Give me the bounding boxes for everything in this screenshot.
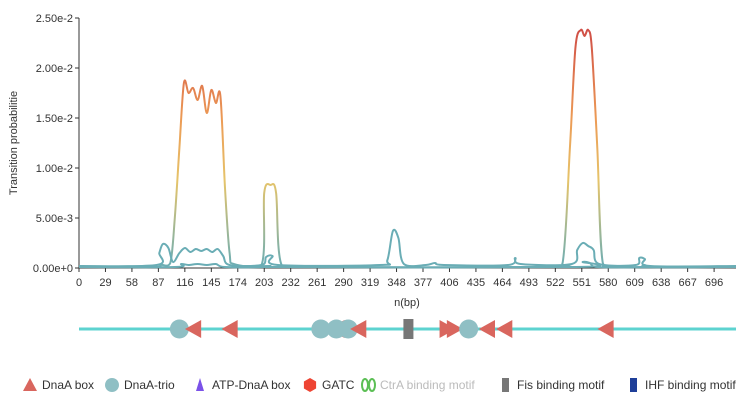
x-tick-label: 58: [126, 277, 138, 289]
legend-symbol-rect: [502, 378, 509, 392]
dnaa-trio-marker: [326, 319, 346, 339]
legend-item-atp-dnaa-box[interactable]: ATP-DnaA box: [196, 378, 290, 392]
x-tick-label: 551: [573, 277, 591, 289]
y-tick-label: 1.50e-2: [36, 113, 73, 125]
dnaa-box-marker: [597, 320, 614, 338]
x-axis-title: n(bp): [394, 297, 420, 309]
x-tick-label: 580: [599, 277, 617, 289]
sequence-track: [79, 319, 736, 339]
dnaa-trio-marker: [459, 319, 479, 339]
legend-item-gatc[interactable]: GATC: [303, 378, 355, 392]
x-tick-label: 0: [76, 277, 82, 289]
x-tick-label: 116: [176, 277, 194, 289]
x-tick-label: 87: [152, 277, 164, 289]
legend-symbol-triangle: [23, 378, 37, 391]
legend-item-ihf-binding-motif[interactable]: IHF binding motif: [630, 378, 736, 392]
y-axis-title: Transition probabilitie: [8, 91, 20, 195]
legend-label: IHF binding motif: [645, 378, 736, 392]
x-tick-label: 203: [255, 277, 273, 289]
dnaa-box-marker: [221, 320, 238, 338]
y-tick-label: 2.00e-2: [36, 63, 73, 75]
legend-symbol-triangle-small: [196, 378, 204, 391]
legend-symbol-double-leaf: [368, 378, 376, 392]
x-tick-label: 29: [99, 277, 111, 289]
x-tick-label: 609: [626, 277, 644, 289]
legend-symbol-hexagon: [303, 378, 317, 392]
x-tick-label: 232: [282, 277, 300, 289]
series-line-3: [78, 260, 737, 269]
x-tick-label: 493: [520, 277, 538, 289]
x-tick-label: 435: [467, 277, 485, 289]
fis-binding-marker: [403, 319, 414, 339]
legend-item-dnaa-trio[interactable]: DnaA-trio: [105, 378, 175, 392]
y-tick-label: 5.00e-3: [36, 213, 73, 225]
dnaa-box-marker: [446, 320, 464, 338]
x-tick-label: 406: [440, 277, 458, 289]
dnaa-box-marker: [496, 320, 513, 338]
x-tick-label: 319: [361, 277, 379, 289]
y-tick-label: 2.50e-2: [36, 13, 73, 25]
x-tick-label: 261: [308, 277, 326, 289]
y-axis: 0.00e+0 5.00e-3 1.00e-2 1.50e-2 2.00e-2 2.50e…: [33, 13, 80, 275]
legend-label: DnaA-trio: [124, 378, 175, 392]
dnaa-trio-marker: [169, 319, 189, 339]
legend-item-dnaa-box[interactable]: DnaA box: [23, 378, 94, 392]
legend-item-ctra-binding-motif[interactable]: CtrA binding motif: [361, 378, 475, 392]
x-axis: 0 29 58 87 116 145 174 203 232 261 290 319 348 377 406…: [76, 267, 736, 289]
x-tick-label: 696: [705, 277, 723, 289]
series-line-2: [78, 228, 737, 268]
dnaa-box-marker: [350, 320, 367, 338]
legend-label: Fis binding motif: [517, 378, 605, 392]
dnaa-trio-marker: [311, 319, 331, 339]
series-layer: [78, 28, 737, 269]
x-tick-label: 348: [387, 277, 405, 289]
series-line-1: [78, 28, 737, 269]
legend-label: ATP-DnaA box: [212, 378, 290, 392]
x-tick-label: 464: [493, 277, 511, 289]
legend-label: GATC: [322, 378, 355, 392]
y-tick-label: 0.00e+0: [33, 263, 73, 275]
x-tick-label: 145: [202, 277, 220, 289]
legend: DnaA box DnaA-trio ATP-DnaA box GATC CtrA bi…: [23, 378, 736, 392]
legend-item-fis-binding-motif[interactable]: Fis binding motif: [502, 378, 605, 392]
x-tick-label: 522: [546, 277, 564, 289]
dnaa-box-marker: [478, 320, 495, 338]
legend-label: DnaA box: [42, 378, 94, 392]
x-tick-label: 174: [229, 277, 247, 289]
legend-symbol-double-leaf: [361, 378, 369, 392]
y-tick-label: 1.00e-2: [36, 163, 73, 175]
legend-symbol-circle: [105, 378, 119, 392]
x-tick-label: 667: [678, 277, 696, 289]
dnaa-box-marker: [184, 320, 202, 338]
x-tick-label: 290: [334, 277, 352, 289]
x-tick-label: 377: [414, 277, 432, 289]
legend-label: CtrA binding motif: [380, 378, 475, 392]
legend-symbol-rect: [630, 378, 637, 392]
x-tick-label: 638: [652, 277, 670, 289]
